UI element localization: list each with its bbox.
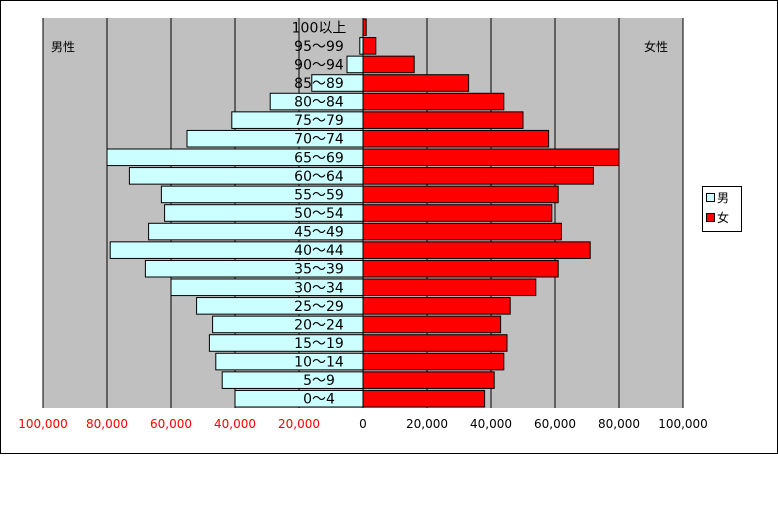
age-label: 35～39: [294, 262, 344, 278]
age-label: 30～34: [294, 280, 344, 296]
female-bar: [362, 315, 502, 334]
female-bar: [362, 37, 377, 55]
male-bar: [346, 55, 364, 74]
female-bar: [362, 278, 537, 297]
female-bar: [362, 92, 505, 111]
legend: 男 女: [702, 186, 742, 232]
chart-frame: 0～4 5～9 10～14 15～19 20～24 25～29 30～34 35～39 40～4…: [0, 0, 778, 454]
age-label: 90～94: [294, 57, 344, 73]
female-bar: [362, 148, 620, 167]
age-label: 75～79: [294, 113, 344, 129]
female-bar: [362, 204, 553, 222]
x-tick-label: 40,000: [214, 417, 256, 431]
x-tick-label: 40,000: [470, 417, 512, 431]
age-label: 60～64: [294, 169, 344, 185]
female-bar: [362, 334, 508, 352]
x-tick-labels: 100,000 80,000 60,000 40,000 20,000 0 20,000 40…: [18, 417, 708, 431]
legend-swatch-male: [706, 192, 715, 202]
age-label: 50～54: [294, 206, 344, 222]
x-tick-label: 80,000: [86, 417, 128, 431]
age-label: 40～44: [294, 243, 344, 259]
legend-label-female: 女: [717, 210, 730, 225]
legend-item-female: 女: [703, 207, 741, 227]
age-label: 55～59: [294, 187, 344, 203]
age-label: 70～74: [294, 132, 344, 148]
female-bar: [362, 74, 470, 92]
age-label: 20～24: [294, 317, 344, 333]
female-bar: [362, 167, 594, 185]
age-label: 25～29: [294, 299, 344, 315]
female-bar: [362, 55, 415, 74]
legend-label-male: 男: [717, 190, 730, 205]
age-label: 85～89: [294, 76, 344, 92]
male-bar: [234, 389, 364, 408]
female-side-label: 女性: [644, 39, 668, 54]
female-bar: [362, 297, 511, 315]
x-tick-label: 100,000: [18, 417, 68, 431]
female-bar: [362, 129, 550, 148]
age-label: 65～69: [294, 150, 344, 166]
x-tick-label: 20,000: [278, 417, 320, 431]
female-bar: [362, 352, 505, 371]
age-label: 10～14: [294, 355, 344, 371]
legend-item-male: 男: [703, 187, 741, 207]
female-bar: [362, 111, 524, 129]
age-label: 5～9: [303, 373, 335, 389]
female-bar: [362, 389, 486, 408]
male-bars: [106, 37, 364, 408]
age-label: 100以上: [292, 20, 347, 36]
age-labels: 0～4 5～9 10～14 15～19 20～24 25～29 30～34 35～39 40～4…: [292, 20, 347, 407]
x-tick-label: 20,000: [406, 417, 448, 431]
population-pyramid-chart: 0～4 5～9 10～14 15～19 20～24 25～29 30～34 35～39 40～4…: [18, 18, 708, 431]
legend-swatch-female: [706, 212, 715, 222]
x-tick-label: 60,000: [534, 417, 576, 431]
female-bar: [362, 371, 495, 389]
age-label: 80～84: [294, 95, 344, 111]
male-side-label: 男性: [51, 40, 75, 54]
age-label: 0～4: [303, 392, 335, 408]
male-bar: [221, 371, 364, 389]
age-label: 45～49: [294, 225, 344, 241]
female-bar: [362, 222, 562, 241]
x-tick-label: 80,000: [598, 417, 640, 431]
age-label: 15～19: [294, 336, 344, 352]
age-label: 95～99: [294, 39, 344, 55]
female-bar: [362, 241, 591, 259]
female-bar: [362, 185, 559, 204]
x-tick-label: 100,000: [658, 417, 708, 431]
x-tick-label: 60,000: [150, 417, 192, 431]
female-bar: [362, 259, 559, 278]
x-tick-label: 0: [359, 417, 367, 431]
